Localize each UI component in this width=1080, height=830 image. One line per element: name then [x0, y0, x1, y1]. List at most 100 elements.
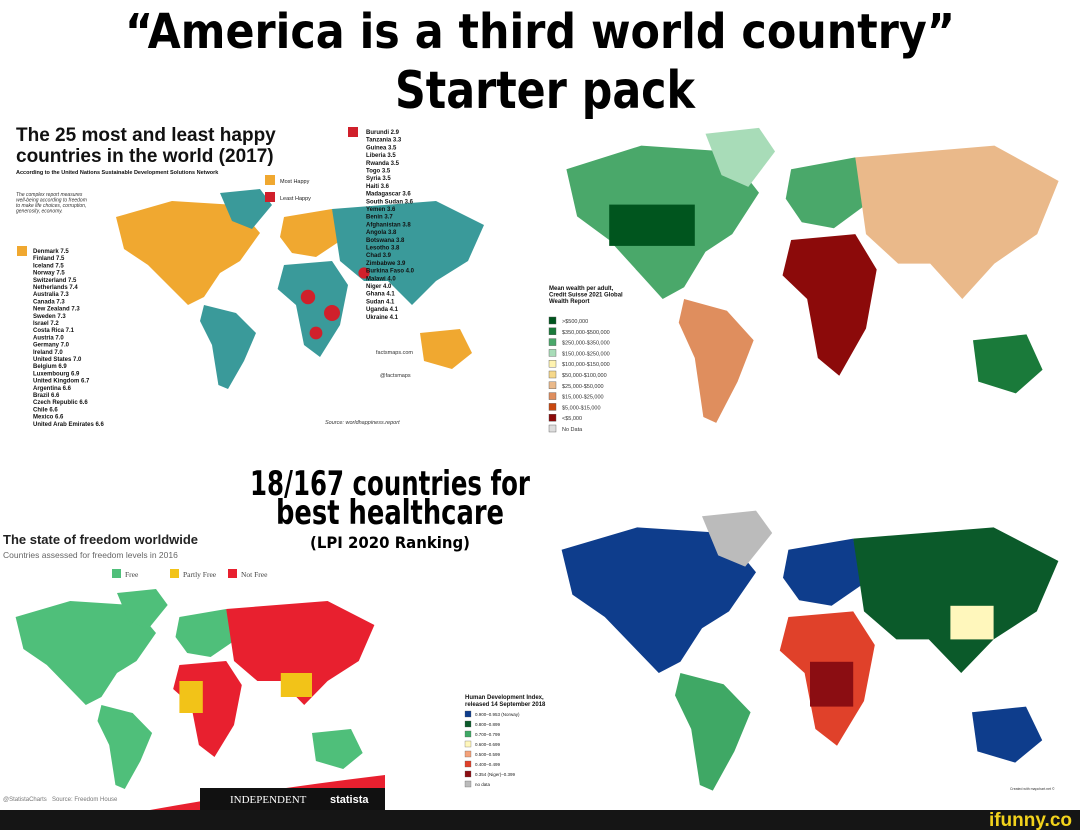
list-item: Costa Rica 7.1 [33, 328, 75, 334]
legend-label: $25,000-$50,000 [562, 384, 604, 390]
freedom-title: The state of freedom worldwide [3, 532, 198, 547]
legend-label: no data [475, 782, 491, 787]
legend-label: $100,000-$150,000 [562, 362, 610, 368]
happy-handle: @factsmaps [380, 373, 411, 379]
subtitle: Starter pack [395, 61, 696, 121]
list-item: Chad 3.9 [366, 253, 392, 259]
legend-swatch [228, 569, 237, 578]
hdi-legend: Human Development Index,released 14 Sept… [464, 695, 546, 788]
legend-swatch [17, 246, 27, 256]
list-item: Mexico 6.6 [33, 415, 64, 421]
legend-label: Not Free [241, 570, 268, 579]
legend-swatch [548, 370, 557, 379]
legend-swatch [548, 414, 557, 422]
legend-label: $15,000-$25,000 [562, 395, 604, 401]
footer-bar [0, 810, 1080, 830]
list-item: Belgium 6.9 [33, 364, 67, 370]
list-item: Germany 7.0 [33, 343, 70, 349]
freedom-map [15, 589, 375, 789]
hdi-map [561, 510, 1059, 791]
legend-swatch [265, 175, 275, 185]
list-item: Norway 7.5 [33, 271, 65, 277]
freedom-handle: @StatistaCharts [3, 797, 47, 803]
list-item: Chile 6.6 [33, 407, 58, 413]
legend-label: 0.354 (Niger)–0.399 [475, 772, 516, 777]
healthcare-rank: (LPI 2020 Ranking) [310, 533, 470, 552]
legend-swatch [464, 770, 472, 778]
legend-swatch [464, 780, 472, 788]
legend-swatch [464, 710, 472, 718]
note-line: The complex report measures [16, 192, 83, 198]
happy-map [116, 189, 484, 389]
happy-site: factsmaps.com [376, 350, 413, 356]
healthcare-line: 18/167 countries for [250, 464, 530, 504]
list-item: Madagascar 3.6 [366, 192, 411, 198]
wealth-legend: Mean wealth per adult,Credit Suisse 2021… [548, 286, 623, 433]
list-item: Burundi 2.9 [366, 130, 400, 136]
legend-label: 0.700–0.799 [475, 732, 501, 737]
legend-label: 0.900–0.953 (Norway) [475, 712, 520, 717]
list-item: Botswana 3.8 [366, 238, 405, 244]
list-item: Sweden 7.3 [33, 314, 66, 320]
list-item: Afghanistan 3.8 [366, 222, 411, 228]
list-item: Malawi 4.0 [366, 276, 396, 282]
legend-label: $250,000-$350,000 [562, 341, 610, 347]
legend-label: $50,000-$100,000 [562, 373, 607, 379]
title: “America is a third world country” [125, 4, 955, 60]
list-item: Niger 4.0 [366, 284, 392, 290]
legend-title: Human Development Index, [465, 695, 544, 701]
legend-label: Least Happy [280, 196, 311, 202]
list-item: Benin 3.7 [366, 215, 393, 221]
healthcare-line: best healthcare [276, 493, 504, 533]
happy-title: countries in the world (2017) [16, 146, 274, 167]
list-item: Syria 3.5 [366, 176, 391, 182]
list-item: Canada 7.3 [33, 299, 65, 305]
list-item: Burkina Faso 4.0 [366, 269, 415, 275]
wealth-map [566, 127, 1059, 423]
legend-swatch [265, 192, 275, 202]
legend-label: 0.600–0.699 [475, 742, 501, 747]
legend-title: Credit Suisse 2021 Global [549, 293, 623, 299]
list-item: Ukraine 4.1 [366, 315, 399, 321]
hdi-credit: Created with mapchart.net © [1010, 787, 1055, 791]
freedom-source: Source: Freedom House [52, 797, 118, 803]
list-item: Rwanda 3.5 [366, 161, 400, 167]
list-item: Iceland 7.5 [33, 263, 64, 269]
list-item: Lesotho 3.8 [366, 246, 400, 252]
list-item: United Arab Emirates 6.6 [33, 422, 104, 428]
brand: statista [330, 794, 369, 806]
happy-source: Source: worldhappiness.report [325, 420, 400, 426]
note-line: generosity, economy. [16, 209, 63, 215]
legend-label: Most Happy [280, 179, 310, 185]
list-item: Israel 7.2 [33, 321, 59, 327]
legend-swatch [348, 127, 358, 137]
list-item: Yemen 3.6 [366, 207, 396, 213]
legend-label: 0.500–0.599 [475, 752, 501, 757]
list-item: Luxembourg 6.9 [33, 371, 80, 377]
legend-label: <$5,000 [562, 416, 582, 422]
list-item: Australia 7.3 [33, 292, 69, 298]
legend-title: Mean wealth per adult, [549, 286, 614, 292]
legend-label: $5,000-$15,000 [562, 405, 601, 411]
legend-label: Free [125, 570, 139, 579]
happy-source-line: According to the United Nations Sustaina… [16, 170, 219, 176]
list-item: United Kingdom 6.7 [33, 379, 90, 385]
list-item: Netherlands 7.4 [33, 285, 78, 291]
legend-title: Wealth Report [549, 299, 590, 305]
legend-swatch [548, 424, 557, 433]
list-item: Argentina 6.6 [33, 386, 72, 392]
brand: INDEPENDENT [230, 794, 307, 806]
list-item: Togo 3.5 [366, 169, 391, 175]
legend-swatch [548, 338, 557, 346]
legend-label: 0.800–0.899 [475, 722, 501, 727]
legend-label: $350,000-$500,000 [562, 330, 610, 336]
list-item: Sudan 4.1 [366, 299, 395, 305]
legend-swatch [548, 403, 557, 411]
footer-brand: ifunny.co [989, 810, 1072, 830]
list-item: Uganda 4.1 [366, 307, 399, 313]
legend-label: No Data [562, 427, 583, 433]
